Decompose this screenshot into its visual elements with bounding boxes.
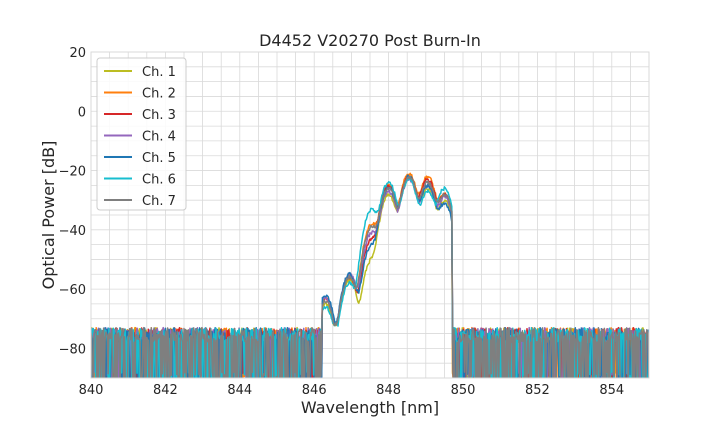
- y-tick-label: −20: [59, 165, 86, 180]
- legend-label: Ch. 7: [142, 194, 176, 209]
- legend-label: Ch. 5: [142, 151, 176, 166]
- legend-label: Ch. 2: [142, 87, 176, 102]
- legend-frame: [96, 57, 187, 211]
- series-lines: [91, 172, 649, 378]
- x-tick-label: 850: [451, 383, 476, 398]
- legend-label: Ch. 4: [142, 130, 176, 145]
- x-tick-label: 846: [302, 383, 327, 398]
- y-tick-label: −60: [59, 283, 86, 298]
- plot-area-frame: [90, 51, 650, 379]
- y-tick-label: −40: [59, 224, 86, 239]
- y-tick-labels: 20 0 −20 −40 −60 −80: [59, 46, 86, 357]
- x-tick-label: 852: [525, 383, 550, 398]
- x-tick-label: 842: [153, 383, 178, 398]
- y-axis-label: Optical Power [dB]: [39, 141, 58, 290]
- x-tick-label: 844: [227, 383, 252, 398]
- x-tick-label: 854: [599, 383, 624, 398]
- legend-label: Ch. 3: [142, 108, 176, 123]
- legend: Ch. 1 Ch. 2 Ch. 3 Ch. 4 Ch. 5 Ch. 6 Ch. 7: [96, 57, 187, 211]
- x-tick-labels: 840 842 844 846 848 850 852 854: [79, 383, 625, 398]
- y-tick-label: −80: [59, 342, 86, 357]
- y-tick-label: 20: [69, 46, 86, 61]
- x-tick-label: 848: [376, 383, 401, 398]
- series-line: [91, 175, 649, 378]
- series-line: [91, 174, 649, 378]
- legend-label: Ch. 6: [142, 173, 176, 188]
- x-tick-label: 840: [79, 383, 104, 398]
- legend-label: Ch. 1: [142, 65, 176, 80]
- chart-title: D4452 V20270 Post Burn-In: [259, 31, 481, 50]
- x-axis-label: Wavelength [nm]: [301, 398, 439, 417]
- y-tick-label: 0: [78, 105, 86, 120]
